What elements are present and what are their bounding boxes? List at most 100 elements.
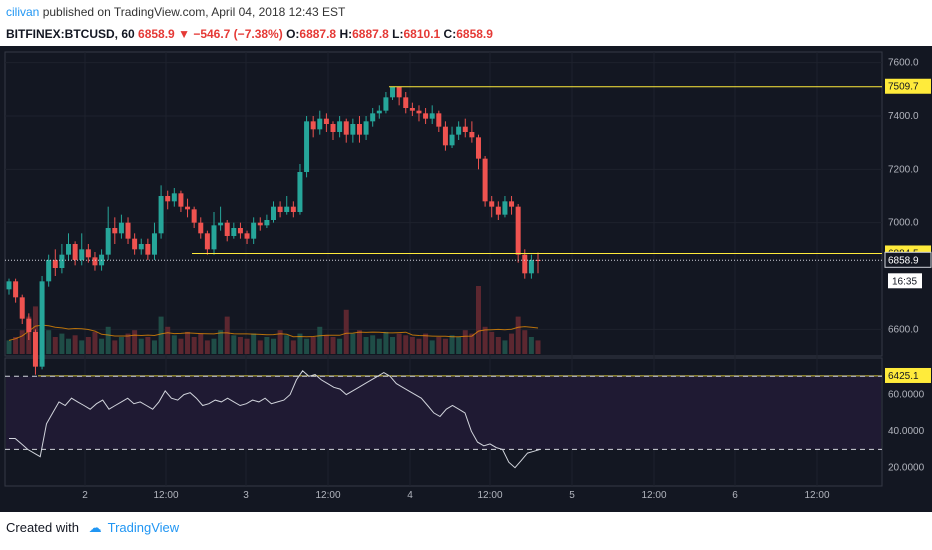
open-label: O: bbox=[286, 27, 300, 41]
candle-body bbox=[211, 225, 217, 250]
volume-bar bbox=[59, 333, 65, 354]
volume-bar bbox=[535, 340, 541, 354]
volume-bar bbox=[251, 333, 257, 354]
countdown-label: 16:35 bbox=[892, 276, 917, 287]
time-tick-label: 5 bbox=[569, 490, 575, 501]
candle-body bbox=[66, 244, 72, 255]
symbol-name[interactable]: BITFINEX:BTCUSD, 60 bbox=[6, 27, 135, 41]
volume-bar bbox=[403, 335, 409, 354]
candle-body bbox=[72, 244, 78, 260]
price-change: −546.7 (−7.38%) bbox=[193, 27, 283, 41]
candle-body bbox=[52, 260, 58, 268]
volume-bar bbox=[132, 330, 138, 354]
candle-body bbox=[257, 222, 263, 226]
published-text: published on TradingView.com, April 04, … bbox=[39, 5, 346, 19]
volume-bar bbox=[528, 337, 534, 354]
time-tick-label: 3 bbox=[243, 490, 249, 501]
volume-bar bbox=[198, 333, 204, 354]
last-price-label-box bbox=[884, 251, 932, 268]
candle-body bbox=[535, 260, 541, 261]
candle-body bbox=[244, 233, 250, 239]
candle-body bbox=[19, 297, 25, 319]
candle-body bbox=[495, 206, 501, 215]
volume-bar bbox=[211, 338, 217, 354]
volume-bar bbox=[442, 338, 448, 354]
level-label: 7509.7 bbox=[888, 82, 919, 93]
volume-bar bbox=[85, 337, 91, 354]
price-tick-label: 7600.0 bbox=[888, 58, 919, 69]
volume-bar bbox=[337, 338, 343, 354]
volume-bar bbox=[462, 330, 468, 354]
candle-body bbox=[59, 254, 65, 268]
low-label: L: bbox=[392, 27, 404, 41]
volume-bar bbox=[105, 326, 111, 354]
volume-bar bbox=[383, 331, 389, 354]
volume-bar bbox=[290, 340, 296, 354]
candle-body bbox=[509, 201, 515, 207]
candle-body bbox=[383, 97, 389, 111]
volume-bar bbox=[317, 326, 323, 354]
candle-body bbox=[489, 201, 495, 207]
candle-body bbox=[475, 137, 481, 159]
volume-bar bbox=[138, 338, 144, 354]
candle-body bbox=[442, 126, 448, 146]
candle-body bbox=[224, 222, 230, 236]
last-price-label: 6858.9 bbox=[888, 255, 919, 266]
volume-bar bbox=[19, 330, 25, 354]
volume-bar bbox=[284, 335, 290, 354]
volume-bar bbox=[323, 335, 329, 354]
candle-body bbox=[343, 121, 349, 135]
volume-bar bbox=[356, 330, 362, 354]
tradingview-logo-icon[interactable]: ☁ bbox=[88, 520, 102, 535]
volume-bar bbox=[52, 337, 58, 354]
volume-bar bbox=[66, 338, 72, 354]
tradingview-brand-link[interactable]: TradingView bbox=[107, 520, 180, 535]
candle-body bbox=[185, 206, 191, 210]
rsi-tick-label: 40.0000 bbox=[888, 426, 925, 437]
candle-body bbox=[337, 121, 343, 132]
candle-body bbox=[46, 260, 52, 282]
volume-bar bbox=[171, 335, 177, 354]
candle-body bbox=[456, 126, 462, 135]
candle-body bbox=[132, 238, 138, 250]
candle-body bbox=[330, 124, 336, 132]
candle-body bbox=[105, 228, 111, 255]
candle-body bbox=[515, 206, 521, 255]
volume-bar bbox=[436, 337, 442, 354]
candle-body bbox=[482, 158, 488, 202]
close-label: C: bbox=[443, 27, 457, 41]
candle-body bbox=[363, 121, 369, 135]
rsi-line bbox=[9, 370, 541, 469]
candle-body bbox=[26, 318, 32, 332]
volume-bar bbox=[165, 326, 171, 354]
volume-bar bbox=[264, 337, 270, 354]
candle-body bbox=[436, 113, 442, 127]
volume-bar bbox=[343, 309, 349, 354]
high-label: H: bbox=[339, 27, 353, 41]
down-arrow-icon: ▼ bbox=[178, 27, 190, 41]
publisher-user-link[interactable]: cilivan bbox=[6, 5, 40, 19]
candle-body bbox=[92, 257, 98, 266]
candle-body bbox=[151, 233, 157, 255]
volume-bar bbox=[330, 337, 336, 354]
volume-bar bbox=[151, 340, 157, 354]
candle-body bbox=[528, 260, 534, 274]
time-tick-label: 12:00 bbox=[315, 490, 340, 501]
candle-body bbox=[165, 196, 171, 202]
price-tick-label: 7000.0 bbox=[888, 218, 919, 229]
volume-bar bbox=[277, 330, 283, 354]
publisher-line: cilivan published on TradingView.com, Ap… bbox=[6, 5, 345, 19]
candle-body bbox=[449, 134, 455, 146]
symbol-line: BITFINEX:BTCUSD, 60 6858.9 ▼ −546.7 (−7.… bbox=[6, 27, 493, 41]
candle-body bbox=[32, 332, 38, 367]
volume-bar bbox=[475, 286, 481, 354]
candle-body bbox=[79, 249, 85, 260]
volume-bar bbox=[416, 338, 422, 354]
footer: Created with ☁ TradingView bbox=[6, 520, 179, 536]
volume-bar bbox=[72, 335, 78, 354]
volume-bar bbox=[482, 326, 488, 354]
candle-body bbox=[138, 244, 144, 250]
candle-body bbox=[178, 193, 184, 207]
volume-bar bbox=[370, 335, 376, 354]
